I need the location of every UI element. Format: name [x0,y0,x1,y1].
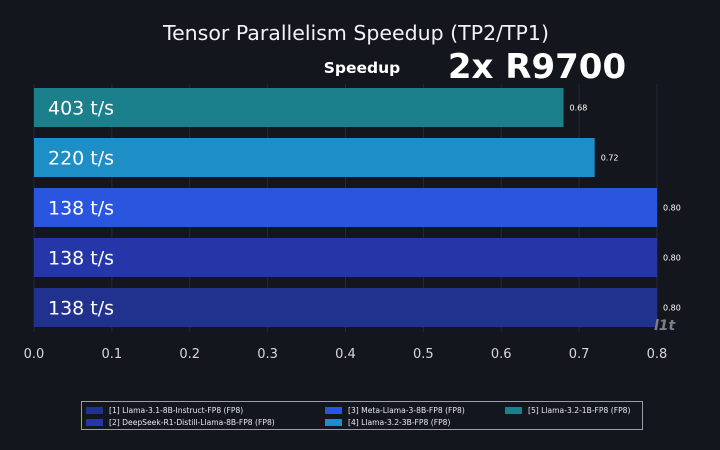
bar [34,238,657,277]
overlay-label: 2x R9700 [448,47,626,87]
x-tick-label: 0.6 [491,347,512,362]
legend-swatch [86,418,103,426]
x-tick-label: 0.3 [257,347,278,362]
legend-swatch [86,406,103,414]
legend-swatch [325,406,342,414]
bar-throughput-label: 403 t/s [48,98,114,120]
watermark: l1t [654,318,677,334]
chart-subtitle: Speedup [324,59,401,77]
bar-value-label: 0.72 [601,154,619,163]
bar-throughput-label: 138 t/s [48,298,114,320]
legend: [1] Llama-3.1-8B-Instruct-FP8 (FP8) [3] M… [81,401,643,430]
bar [34,188,657,227]
x-tick-label: 0.2 [179,347,200,362]
bar-value-label: 0.68 [570,104,588,113]
x-tick-label: 0.4 [335,347,356,362]
legend-label: [2] DeepSeek-R1-Distill-Llama-8B-FP8 (FP… [109,417,275,427]
bar-throughput-label: 138 t/s [48,198,114,220]
bar [34,288,657,327]
x-tick-label: 0.0 [24,347,45,362]
x-tick-label: 0.1 [102,347,123,362]
chart-title: Tensor Parallelism Speedup (TP2/TP1) [162,21,549,45]
bar [34,88,564,127]
legend-label: [5] Llama-3.2-1B-FP8 (FP8) [528,405,631,415]
bar-value-label: 0.80 [663,254,681,263]
legend-item: [2] DeepSeek-R1-Distill-Llama-8B-FP8 (FP… [86,416,321,428]
legend-label: [1] Llama-3.1-8B-Instruct-FP8 (FP8) [109,405,244,415]
x-tick-label: 0.5 [413,347,434,362]
legend-item: [1] Llama-3.1-8B-Instruct-FP8 (FP8) [86,404,321,416]
bars: 403 t/s 0.68 220 t/s 0.72 138 t/s 0.80 138 t/s… [34,88,681,327]
legend-item: [3] Meta-Llama-3-8B-FP8 (FP8) [325,404,501,416]
bar-value-label: 0.80 [663,204,681,213]
x-tick-label: 0.8 [647,347,668,362]
bar-value-label: 0.80 [663,304,681,313]
bar-throughput-label: 220 t/s [48,148,114,170]
legend-label: [3] Meta-Llama-3-8B-FP8 (FP8) [348,405,465,415]
x-tick-label: 0.7 [569,347,590,362]
bar [34,138,595,177]
legend-item: [5] Llama-3.2-1B-FP8 (FP8) [505,404,645,416]
bar-throughput-label: 138 t/s [48,248,114,270]
legend-swatch [325,418,342,426]
legend-item: [4] Llama-3.2-3B-FP8 (FP8) [325,416,501,428]
legend-label: [4] Llama-3.2-3B-FP8 (FP8) [348,417,451,427]
x-axis-ticks: 0.0 0.1 0.2 0.3 0.4 0.5 0.6 0.7 0.8 [24,347,668,362]
legend-swatch [505,406,522,414]
